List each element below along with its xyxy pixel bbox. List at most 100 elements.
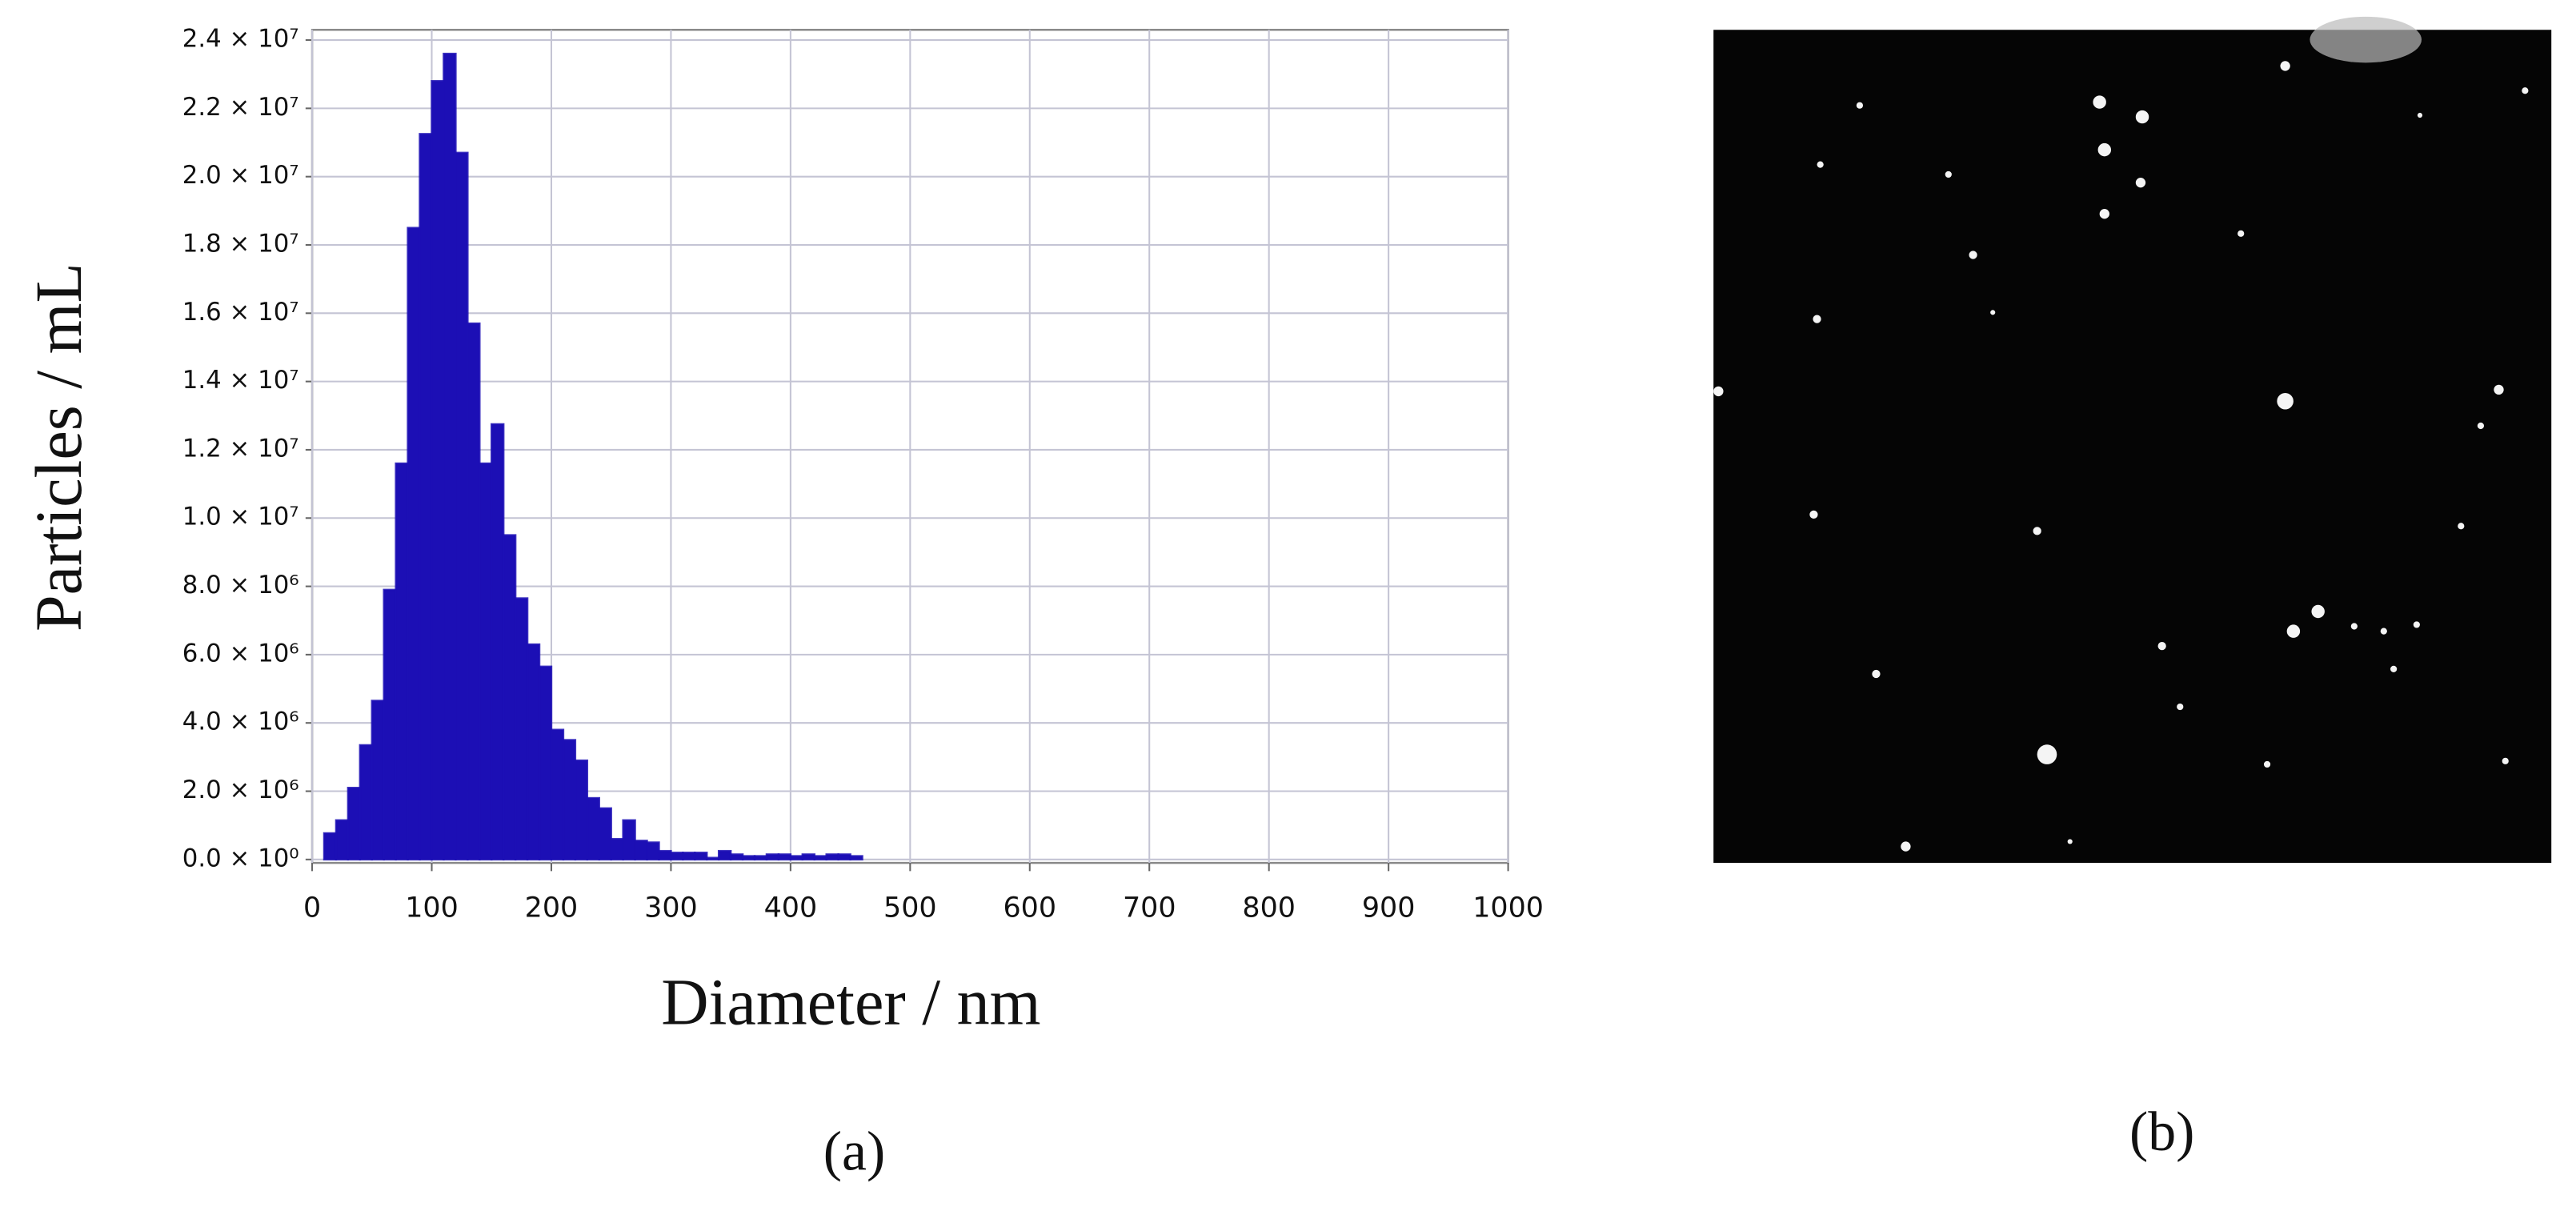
x-tick-label: 700 xyxy=(1123,892,1176,924)
y-tick-label: 2.2 × 10⁷ xyxy=(182,93,299,122)
particle-dot xyxy=(2177,703,2184,711)
y-tick-label: 2.0 × 10⁶ xyxy=(182,776,299,804)
x-tick-label: 400 xyxy=(764,892,818,924)
bar xyxy=(407,227,421,861)
bar xyxy=(467,322,481,861)
particle-dot xyxy=(2135,110,2149,124)
bar xyxy=(347,787,362,861)
bar xyxy=(825,853,839,861)
bar xyxy=(694,852,708,861)
bar xyxy=(514,597,529,861)
particle-dot xyxy=(2135,178,2146,188)
bar xyxy=(789,855,804,861)
bar xyxy=(717,849,732,861)
bar xyxy=(395,462,409,861)
bar xyxy=(634,840,648,861)
bar xyxy=(622,819,636,861)
particle-dot xyxy=(2458,523,2465,530)
particle-dot xyxy=(1969,251,1977,259)
y-tick-label: 0.0 × 10⁰ xyxy=(182,844,299,872)
y-tick-label: 1.4 × 10⁷ xyxy=(182,366,299,395)
bar xyxy=(479,462,493,861)
y-axis-label: Particles / mL xyxy=(22,263,95,632)
particle-dot xyxy=(2494,384,2504,395)
bar xyxy=(586,796,600,861)
particle-dot xyxy=(2237,230,2245,237)
bar xyxy=(359,744,374,861)
x-tick-label: 300 xyxy=(644,892,698,924)
particle-dot xyxy=(2477,422,2485,430)
particle-dot xyxy=(1713,386,1724,397)
caption: (a) xyxy=(823,1121,885,1183)
bar xyxy=(658,849,672,861)
x-tick-label: 800 xyxy=(1242,892,1296,924)
particle-dot xyxy=(2037,744,2057,764)
x-tick-label: 1000 xyxy=(1472,892,1544,924)
particle-dot xyxy=(2280,61,2290,71)
x-tick-label: 0 xyxy=(303,892,321,924)
bar xyxy=(765,853,780,861)
particle-dot xyxy=(1901,841,1911,852)
bar xyxy=(502,534,517,861)
particle-dot xyxy=(2286,624,2301,638)
particle-dot xyxy=(2099,209,2109,219)
bar xyxy=(335,819,350,861)
particle-dot xyxy=(1872,669,1881,679)
bar xyxy=(837,853,851,861)
x-tick-label: 900 xyxy=(1362,892,1416,924)
bar xyxy=(610,838,624,861)
particle-dot xyxy=(2067,839,2073,844)
y-tick-label: 1.8 × 10⁷ xyxy=(182,230,299,259)
bar xyxy=(550,728,565,861)
particle-dot xyxy=(1990,310,1996,315)
bar xyxy=(813,855,827,861)
y-tick-label: 1.0 × 10⁷ xyxy=(182,503,299,531)
particle-dot xyxy=(2390,665,2398,672)
x-tick-label: 200 xyxy=(525,892,579,924)
particle-dot xyxy=(1809,510,1818,519)
x-tick-label: 500 xyxy=(883,892,937,924)
y-tick-label: 4.0 × 10⁶ xyxy=(182,708,299,736)
particle-dot xyxy=(2502,757,2509,764)
particle-dot xyxy=(2097,142,2112,157)
particle-dot xyxy=(1945,170,1952,178)
particle-dot xyxy=(1813,315,1821,323)
x-tick-label: 100 xyxy=(405,892,459,924)
glare xyxy=(2310,16,2422,63)
bar xyxy=(598,807,612,861)
particle-dot xyxy=(2380,628,2387,635)
bar xyxy=(682,852,696,861)
bar xyxy=(323,832,338,861)
particle-dot xyxy=(2522,87,2529,94)
bar xyxy=(741,855,756,861)
bar xyxy=(383,588,397,861)
particle-dot xyxy=(2311,604,2325,619)
bar xyxy=(646,841,660,861)
bar xyxy=(562,739,577,861)
particle-dot xyxy=(1856,102,1864,109)
y-tick-label: 8.0 × 10⁶ xyxy=(182,571,299,599)
bar xyxy=(801,853,815,861)
bar xyxy=(431,80,445,861)
particle-dot xyxy=(2350,623,2358,630)
particle-dot xyxy=(2277,392,2294,410)
particle-dot xyxy=(2093,95,2106,109)
bar xyxy=(574,759,589,861)
particle-dot xyxy=(2413,621,2420,628)
bar xyxy=(491,423,505,861)
bar xyxy=(670,852,684,861)
bar xyxy=(753,855,768,861)
y-tick-label: 2.0 × 10⁷ xyxy=(182,161,299,190)
particle-dot xyxy=(2417,112,2423,118)
bar xyxy=(729,853,744,861)
bar xyxy=(538,665,553,861)
bar xyxy=(371,700,385,861)
bar xyxy=(706,856,720,861)
x-tick-label: 600 xyxy=(1003,892,1056,924)
x-axis-label: Diameter / nm xyxy=(661,966,1040,1039)
y-tick-label: 1.2 × 10⁷ xyxy=(182,434,299,463)
particle-dot xyxy=(2033,527,2041,535)
bar xyxy=(849,855,863,861)
